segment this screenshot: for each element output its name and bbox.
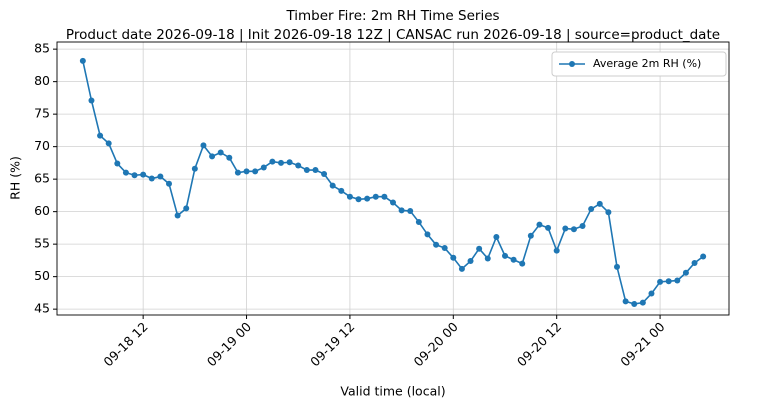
data-point: [476, 245, 483, 252]
legend-marker: [569, 61, 575, 67]
y-tick-label: 85: [34, 41, 50, 56]
x-tick-label: 09-21 00: [617, 319, 667, 369]
x-tick-label: 09-18 12: [100, 319, 150, 369]
data-point: [433, 241, 440, 248]
y-tick-label: 50: [34, 268, 50, 283]
data-point: [243, 168, 250, 175]
data-point: [562, 225, 569, 232]
data-point: [278, 159, 284, 166]
data-point: [200, 142, 207, 149]
data-point: [657, 278, 664, 285]
data-point: [131, 172, 138, 179]
data-point: [312, 167, 319, 174]
chart-title: Timber Fire: 2m RH Time Series: [285, 8, 499, 24]
data-point: [174, 212, 181, 219]
data-point: [458, 265, 465, 272]
data-point: [166, 180, 172, 187]
data-point: [398, 207, 405, 214]
data-point: [553, 247, 560, 254]
data-point: [209, 153, 216, 160]
y-tick-label: 65: [34, 171, 50, 186]
data-point: [79, 57, 86, 64]
data-point: [450, 254, 457, 261]
data-point: [321, 170, 328, 177]
data-point: [691, 260, 698, 266]
data-point: [614, 263, 620, 270]
data-point: [355, 196, 362, 203]
data-point: [148, 175, 155, 182]
data-point: [252, 168, 259, 175]
y-tick-label: 75: [34, 106, 50, 121]
data-point: [588, 206, 595, 213]
data-point: [415, 219, 422, 226]
data-point: [519, 260, 526, 267]
data-point: [407, 208, 414, 214]
data-point: [467, 258, 474, 265]
data-point: [234, 169, 241, 176]
y-tick-label: 70: [34, 138, 50, 153]
x-tick-label: 09-19 00: [204, 319, 254, 369]
data-point: [493, 234, 500, 240]
data-point: [303, 167, 310, 174]
data-point: [381, 193, 388, 200]
data-point: [372, 193, 379, 200]
data-point: [527, 232, 534, 239]
y-tick-label: 60: [34, 203, 50, 218]
data-point: [545, 224, 552, 231]
y-tick-label: 45: [34, 301, 50, 316]
data-point: [682, 269, 689, 276]
data-point: [510, 256, 517, 263]
data-point: [605, 209, 612, 216]
series-line: [82, 60, 704, 305]
data-point: [114, 160, 121, 167]
chart-subtitle: Product date 2026-09-18 | Init 2026-09-1…: [66, 27, 720, 43]
data-point: [441, 245, 448, 252]
data-point: [105, 140, 112, 147]
data-point: [295, 162, 302, 169]
data-point: [665, 278, 672, 285]
data-point: [700, 253, 707, 260]
data-point: [88, 97, 95, 104]
data-point: [639, 299, 646, 306]
data-point: [536, 221, 543, 228]
y-tick-label: 80: [34, 73, 50, 88]
data-point: [226, 154, 233, 161]
plot-frame: [56, 41, 730, 316]
data-point: [674, 277, 681, 284]
y-axis-label: RH (%): [8, 156, 23, 200]
data-point: [570, 226, 577, 233]
data-point: [424, 231, 431, 238]
data-point: [329, 182, 336, 189]
x-tick-label: 09-19 12: [307, 319, 357, 369]
data-point: [579, 222, 586, 229]
data-point: [217, 149, 224, 156]
data-point: [338, 187, 345, 194]
x-tick-label: 09-20 00: [411, 319, 461, 369]
x-axis-label: Valid time (local): [340, 384, 445, 399]
data-point: [157, 173, 164, 180]
data-point: [346, 193, 353, 200]
legend-box: [551, 51, 727, 77]
data-point: [269, 158, 276, 165]
data-point: [183, 205, 190, 212]
data-point: [648, 290, 655, 297]
data-point: [484, 255, 491, 262]
y-tick-label: 55: [34, 236, 50, 251]
data-point: [122, 169, 129, 176]
data-point: [364, 195, 371, 202]
x-tick-label: 09-20 12: [514, 319, 564, 369]
legend-text: Average 2m RH (%): [593, 57, 701, 70]
data-point: [596, 200, 603, 207]
data-point: [140, 171, 147, 178]
data-point: [97, 132, 104, 139]
data-point: [622, 298, 629, 305]
data-point: [502, 252, 508, 259]
data-point: [390, 199, 396, 206]
data-point: [191, 165, 198, 172]
data-point: [260, 164, 267, 171]
data-point: [631, 300, 638, 307]
data-point: [286, 159, 293, 166]
